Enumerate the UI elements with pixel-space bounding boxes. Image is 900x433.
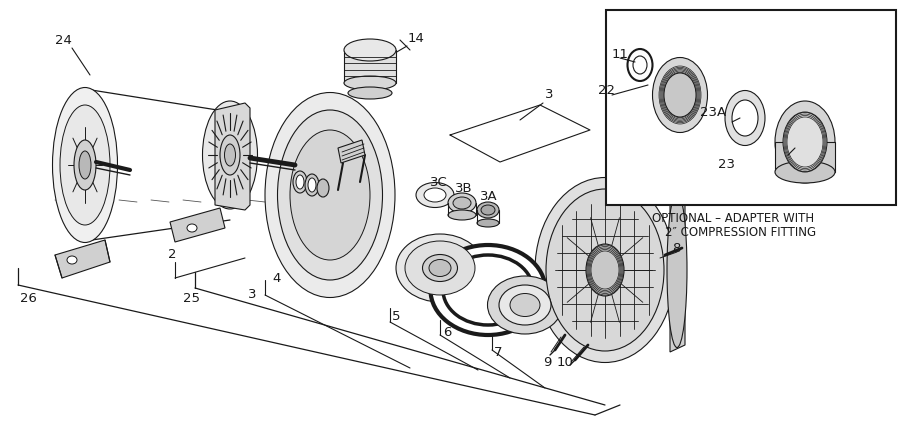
Text: 2: 2 — [168, 249, 176, 262]
Ellipse shape — [499, 285, 551, 325]
Text: 3A: 3A — [480, 190, 498, 203]
Text: 14: 14 — [408, 32, 425, 45]
Ellipse shape — [775, 101, 835, 183]
Ellipse shape — [290, 130, 370, 260]
Text: 5: 5 — [392, 310, 400, 323]
Ellipse shape — [477, 202, 499, 218]
Text: 3C: 3C — [430, 175, 448, 188]
Text: 10: 10 — [557, 355, 574, 368]
Ellipse shape — [627, 49, 652, 81]
Ellipse shape — [277, 110, 382, 280]
Ellipse shape — [424, 188, 446, 202]
Ellipse shape — [202, 101, 257, 209]
Ellipse shape — [344, 76, 396, 90]
Ellipse shape — [405, 241, 475, 295]
Ellipse shape — [265, 93, 395, 297]
Text: 7: 7 — [494, 346, 502, 359]
Ellipse shape — [783, 112, 827, 172]
Polygon shape — [670, 188, 685, 352]
Ellipse shape — [60, 105, 110, 225]
Ellipse shape — [416, 182, 454, 207]
Ellipse shape — [667, 193, 687, 348]
Ellipse shape — [664, 73, 696, 117]
Polygon shape — [215, 103, 250, 210]
Ellipse shape — [481, 205, 495, 215]
Ellipse shape — [448, 210, 476, 220]
Ellipse shape — [429, 259, 451, 277]
Polygon shape — [338, 140, 365, 163]
Ellipse shape — [344, 39, 396, 61]
Polygon shape — [55, 240, 110, 278]
Text: 23A: 23A — [700, 106, 726, 119]
Text: 26: 26 — [20, 291, 37, 304]
Ellipse shape — [396, 234, 484, 302]
Text: 6: 6 — [443, 326, 452, 339]
Text: 4: 4 — [272, 271, 281, 284]
Text: 23: 23 — [718, 158, 735, 171]
Ellipse shape — [305, 174, 319, 196]
Ellipse shape — [79, 151, 91, 179]
Ellipse shape — [317, 179, 329, 197]
Polygon shape — [344, 50, 396, 83]
Text: 3: 3 — [545, 88, 554, 101]
Ellipse shape — [488, 276, 562, 334]
Ellipse shape — [477, 219, 499, 227]
Text: 8: 8 — [672, 242, 680, 255]
Ellipse shape — [422, 255, 457, 281]
Text: 24: 24 — [55, 33, 72, 46]
Ellipse shape — [224, 144, 236, 166]
Text: OPTIONAL – ADAPTER WITH: OPTIONAL – ADAPTER WITH — [652, 211, 814, 224]
Text: 11: 11 — [612, 48, 629, 61]
Ellipse shape — [725, 90, 765, 145]
Ellipse shape — [652, 58, 707, 132]
Polygon shape — [775, 142, 835, 172]
Ellipse shape — [348, 87, 392, 99]
Ellipse shape — [448, 193, 476, 213]
Ellipse shape — [308, 178, 316, 192]
Bar — [606, 10, 896, 205]
Ellipse shape — [296, 175, 304, 189]
Ellipse shape — [546, 189, 664, 351]
Ellipse shape — [293, 171, 307, 193]
Ellipse shape — [52, 87, 118, 242]
Ellipse shape — [586, 244, 624, 296]
Ellipse shape — [67, 256, 77, 264]
Ellipse shape — [443, 255, 533, 325]
Ellipse shape — [430, 245, 545, 335]
Text: 2″ COMPRESSION FITTING: 2″ COMPRESSION FITTING — [665, 226, 816, 239]
Ellipse shape — [510, 294, 540, 317]
Text: 3B: 3B — [455, 182, 472, 196]
Ellipse shape — [187, 224, 197, 232]
Ellipse shape — [453, 197, 471, 209]
Text: 22: 22 — [598, 84, 615, 97]
Ellipse shape — [732, 100, 758, 136]
Text: 25: 25 — [183, 291, 200, 304]
Ellipse shape — [74, 140, 96, 190]
Ellipse shape — [775, 161, 835, 183]
Ellipse shape — [535, 178, 675, 362]
Text: 9: 9 — [543, 355, 552, 368]
Text: 3: 3 — [248, 288, 256, 301]
Polygon shape — [170, 208, 225, 242]
Ellipse shape — [220, 135, 240, 175]
Ellipse shape — [633, 56, 647, 74]
